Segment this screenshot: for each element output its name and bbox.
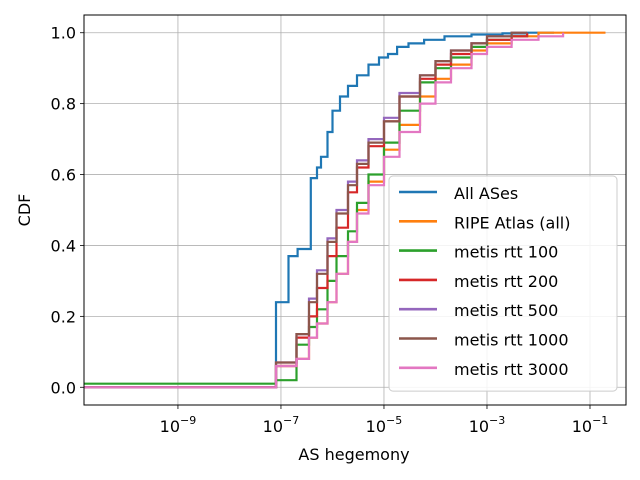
series-line-all-ases	[84, 31, 554, 389]
legend-label: RIPE Atlas (all)	[454, 213, 570, 232]
y-tick-label: 0.6	[51, 166, 76, 185]
x-tick-label: 10−7	[263, 414, 300, 436]
series-line-metis-rtt-3000	[84, 32, 565, 389]
x-tick-label: 10−1	[572, 414, 609, 436]
x-axis-label: AS hegemony	[298, 445, 409, 464]
y-tick-label: 0.0	[51, 378, 76, 397]
legend-label: metis rtt 3000	[454, 360, 569, 379]
legend-label: metis rtt 1000	[454, 331, 569, 350]
y-axis-label: CDF	[15, 194, 34, 227]
legend-label: metis rtt 200	[454, 272, 558, 291]
plot-series	[84, 31, 606, 389]
y-tick-label: 0.4	[51, 236, 76, 255]
x-axis-ticks: 10−9 10−7 10−5 10−3 10−1	[160, 405, 609, 436]
legend-label: metis rtt 500	[454, 301, 558, 320]
axes-frame	[83, 14, 627, 406]
y-tick-label: 1.0	[51, 24, 76, 43]
y-tick-label: 0.2	[51, 307, 76, 326]
legend-box	[388, 175, 618, 392]
x-tick-label: 10−9	[160, 414, 197, 436]
legend-label: metis rtt 100	[454, 243, 558, 262]
y-tick-label: 0.8	[51, 95, 76, 114]
y-axis-ticks: 0.0 0.2 0.4 0.6 0.8 1.0	[51, 24, 84, 397]
series-line-metis-rtt-1000	[84, 31, 528, 389]
legend-label: All ASes	[454, 184, 518, 203]
legend: All ASes RIPE Atlas (all) metis rtt 100 met…	[388, 175, 618, 392]
x-tick-label: 10−5	[366, 414, 403, 436]
x-tick-label: 10−3	[469, 414, 506, 436]
